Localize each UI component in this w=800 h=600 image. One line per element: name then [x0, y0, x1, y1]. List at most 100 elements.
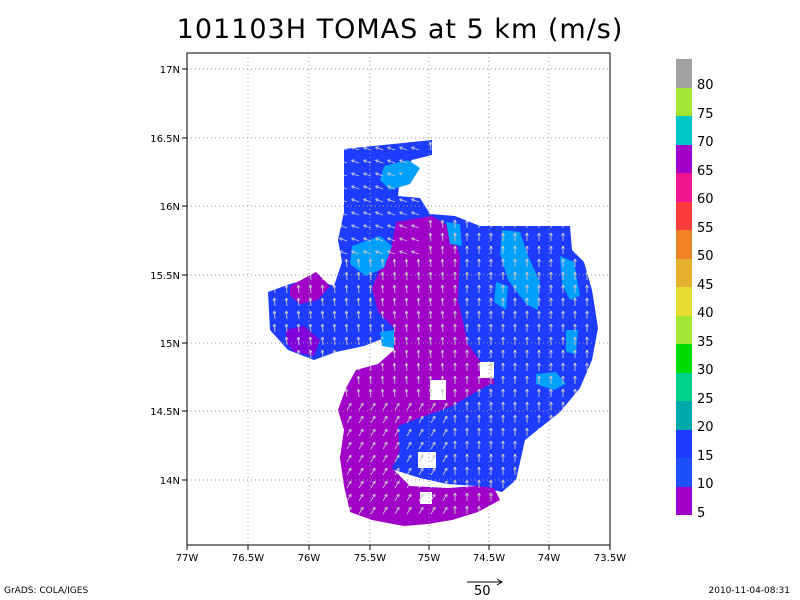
wind-arrowhead	[550, 206, 553, 210]
wind-arrowhead	[525, 297, 528, 301]
wind-arrow	[345, 271, 348, 281]
wind-arrowhead	[387, 159, 390, 163]
latitude-axis: 17N 16.5N 16N 15.5N 15N 14.5N 14N	[150, 65, 187, 487]
wind-arrowhead	[428, 271, 431, 275]
wind-arrowhead	[599, 376, 600, 379]
wind-arrowhead	[321, 388, 325, 392]
wind-arrowhead	[513, 414, 516, 418]
wind-arrow	[322, 402, 328, 411]
map-frame	[186, 52, 611, 546]
wind-arrowhead	[550, 466, 553, 470]
lon-tick-label: 74W	[538, 553, 561, 564]
longitude-axis: 77W 76.5W 76W 75.5W 75W 74.5W 74W 73.5W	[176, 545, 626, 564]
wind-arrow	[441, 232, 444, 242]
wind-arrowhead	[332, 375, 335, 379]
colorbar-segment	[676, 59, 692, 88]
wind-arrowhead	[300, 428, 304, 432]
wind-arrowhead	[537, 349, 540, 353]
wind-arrowhead	[284, 271, 287, 275]
wind-arrow	[442, 454, 448, 463]
wind-arrowhead	[562, 492, 565, 496]
wind-arrowhead	[526, 466, 529, 470]
wind-arrowhead	[490, 180, 493, 184]
wind-arrowhead	[384, 467, 388, 471]
wind-arrow	[429, 141, 432, 151]
wind-arrow	[430, 493, 436, 502]
wind-arrowhead	[525, 349, 528, 353]
wind-arrowhead	[320, 297, 323, 301]
wind-arrow	[411, 159, 420, 164]
wind-arrowhead	[465, 310, 468, 314]
wind-arrow	[297, 258, 300, 268]
wind-arrow	[442, 441, 448, 450]
wind-arrowhead	[477, 141, 480, 145]
wind-arrowhead	[308, 297, 311, 301]
wind-arrow	[273, 349, 276, 359]
wind-arrow	[298, 467, 304, 476]
wind-arrow	[399, 237, 408, 242]
wind-arrowhead	[453, 154, 456, 158]
wind-arrow	[417, 362, 420, 372]
wind-arrow	[285, 336, 288, 346]
wind-arrowhead	[514, 492, 517, 496]
wind-arrowhead	[573, 414, 576, 418]
wind-arrowhead	[501, 258, 504, 262]
wind-arrowhead	[420, 454, 424, 458]
wind-arrow	[441, 219, 444, 229]
wind-arrowhead	[574, 453, 577, 457]
wind-arrowhead	[514, 193, 517, 197]
wind-arrowhead	[489, 505, 492, 509]
wind-arrowhead	[513, 219, 516, 223]
wind-arrowhead	[453, 427, 456, 431]
wind-arrowhead	[465, 245, 468, 249]
wind-arrow	[375, 211, 384, 216]
wind-arrowhead	[465, 193, 468, 197]
wind-arrow	[442, 506, 448, 515]
wind-arrow	[370, 402, 376, 411]
wind-arrow	[387, 172, 396, 177]
wind-arrow	[441, 388, 444, 398]
wind-arrowhead	[444, 480, 448, 484]
wind-arrowhead	[324, 493, 328, 497]
wind-arrowhead	[381, 349, 385, 353]
wind-arrow	[375, 172, 384, 177]
wind-arrowhead	[513, 167, 516, 171]
wind-arrowhead	[501, 141, 504, 145]
wind-arrowhead	[513, 141, 516, 145]
wind-arrowhead	[303, 159, 306, 163]
wind-arrowhead	[327, 146, 330, 150]
wind-arrowhead	[561, 232, 564, 236]
wind-arrowhead	[489, 323, 492, 327]
wind-arrowhead	[465, 505, 468, 509]
wind-arrow	[351, 224, 360, 229]
wind-arrow	[309, 388, 312, 398]
wind-arrowhead	[490, 206, 493, 210]
colorbar-segment	[676, 315, 692, 344]
wind-arrowhead	[387, 250, 390, 254]
wind-arrow	[405, 323, 408, 333]
wind-arrowhead	[550, 219, 553, 223]
wind-arrowhead	[440, 336, 443, 340]
wind-arrowhead	[599, 402, 600, 405]
wind-arrowhead	[296, 271, 299, 275]
wind-arrowhead	[514, 180, 517, 184]
wind-arrow	[387, 198, 396, 203]
wind-arrowhead	[525, 492, 528, 496]
wind-arrow	[268, 146, 276, 151]
wind-arrow	[285, 349, 288, 359]
wind-arrowhead	[411, 198, 414, 202]
wind-arrowhead	[465, 401, 468, 405]
wind-arrowhead	[574, 414, 577, 418]
wind-arrowhead	[561, 141, 564, 145]
wind-arrowhead	[336, 493, 340, 497]
wind-arrowhead	[285, 349, 289, 353]
wind-arrowhead	[585, 466, 588, 470]
wind-arrowhead	[526, 453, 529, 457]
wind-arrowhead	[320, 284, 323, 288]
wind-arrowhead	[489, 388, 492, 392]
wind-arrowhead	[513, 232, 516, 236]
wind-arrow	[369, 258, 372, 268]
wind-arrow	[393, 388, 396, 398]
wind-arrowhead	[408, 415, 412, 419]
wind-arrowhead	[465, 453, 468, 457]
